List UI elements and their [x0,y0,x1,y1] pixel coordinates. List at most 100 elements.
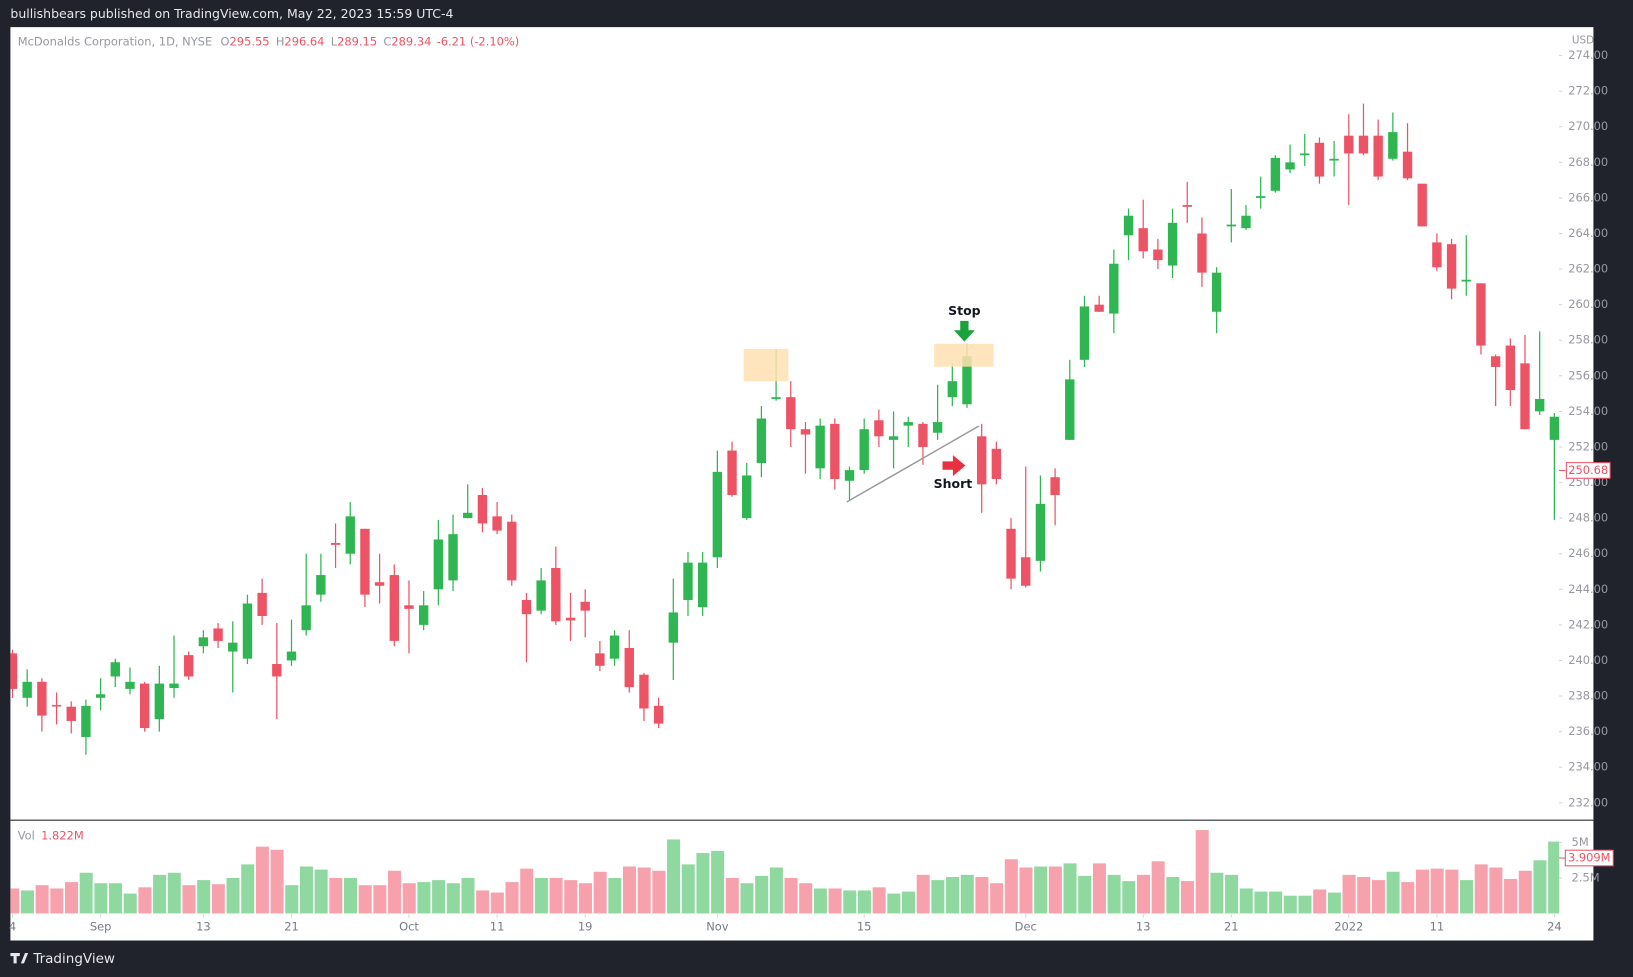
candle-body [1490,356,1501,367]
volume-bar [446,883,460,914]
volume-bar [843,890,857,914]
candle-body [1211,272,1222,312]
candle-body [697,562,708,608]
volume-bar [373,885,387,914]
candle-body [463,512,473,519]
volume-bar [1460,880,1474,914]
volume-bar [696,853,710,914]
candle-body [228,642,238,652]
volume-bar [549,877,563,914]
volume-bar [1518,870,1532,914]
candle-body [316,575,326,595]
candle-body [521,599,532,615]
candle-body [242,603,253,659]
volume-bar [534,877,548,914]
y-tick-label: 260.00 [1568,297,1608,311]
candle-body [1432,242,1442,268]
volume-bar [711,850,725,914]
candle-body [1094,304,1104,312]
x-tick-label: 13 [1136,919,1151,933]
volume-bar [270,849,284,914]
y-tick-label: 234.00 [1568,760,1608,774]
volume-bar [1401,882,1415,914]
candle-body [1079,306,1090,360]
candle-body [184,655,194,677]
volume-bar [1019,867,1033,914]
y-tick-label: 242.00 [1568,617,1608,631]
candle-body [507,521,517,581]
volume-bar [637,867,651,914]
volume-bar [1225,874,1239,914]
volume-bar [50,888,64,914]
candle-body [477,495,488,524]
volume-bar [153,874,167,914]
volume-bar [211,884,225,914]
volume-bar [123,893,137,914]
volume-bar [1533,860,1547,914]
candle-body [859,429,869,471]
x-tick-label: 4 [9,919,16,933]
volume-bar [1548,841,1560,914]
candle-body [433,539,444,590]
candle-body [830,423,840,480]
volume-bar [343,877,358,914]
candle-body [257,592,267,616]
last-price-box [1565,462,1611,479]
last-volume-label: 3.909M [1568,851,1611,865]
volume-bar [813,888,827,914]
x-tick-label: 11 [490,919,505,933]
volume-bar [1371,880,1385,914]
candle-body [800,429,811,435]
volume-bar [197,880,211,914]
candle-body [1285,162,1295,170]
y-tick-label: 248.00 [1568,511,1608,525]
candle-body [286,651,297,661]
candle-body [947,381,957,398]
volume-bar [490,892,504,914]
candle-body [448,534,458,581]
candle-body [1182,205,1192,207]
volume-bar [667,839,681,914]
candle-body [932,422,943,433]
volume-bar [1342,874,1356,914]
candle-body [374,582,385,586]
volume-bar [1327,892,1341,914]
candle-body [1446,244,1457,289]
candle-body [66,706,76,721]
candle-body [595,653,605,666]
volume-bar [64,882,79,914]
volume-bar [1151,861,1165,914]
volume-bar [1004,859,1018,914]
volume-legend-value: 1.822M [41,828,84,842]
volume-bar [461,877,475,914]
candle-body [345,516,355,554]
candle-body [360,528,370,595]
volume-bar [314,869,328,914]
candle-body [1329,158,1339,161]
volume-bar [828,888,842,914]
candle-body [404,605,414,609]
volume-name: Vol [18,828,35,842]
volume-bar [887,893,901,914]
trend-line [846,425,980,503]
candle-body [1197,233,1207,273]
ohlc-value: 289.34 [391,34,431,48]
candle-body [536,580,546,611]
candle-body [1109,263,1119,314]
volume-bar [255,846,269,914]
volume-bar [1166,876,1180,914]
volume-bar [20,890,34,914]
y-tick-label: 254.00 [1568,404,1608,418]
volume-bar [931,880,945,914]
ohlc-letter: L [331,34,338,48]
y-tick-label: 262.00 [1568,262,1608,276]
candle-body [1505,345,1516,391]
candle-body [1314,142,1325,177]
candle-body [1270,157,1281,191]
candle-body [139,683,150,729]
x-tick-label: 11 [1430,919,1445,933]
volume-bar [975,876,989,914]
candle-body [1373,135,1383,177]
volume-bar [946,876,960,914]
candle-body [1417,183,1427,227]
